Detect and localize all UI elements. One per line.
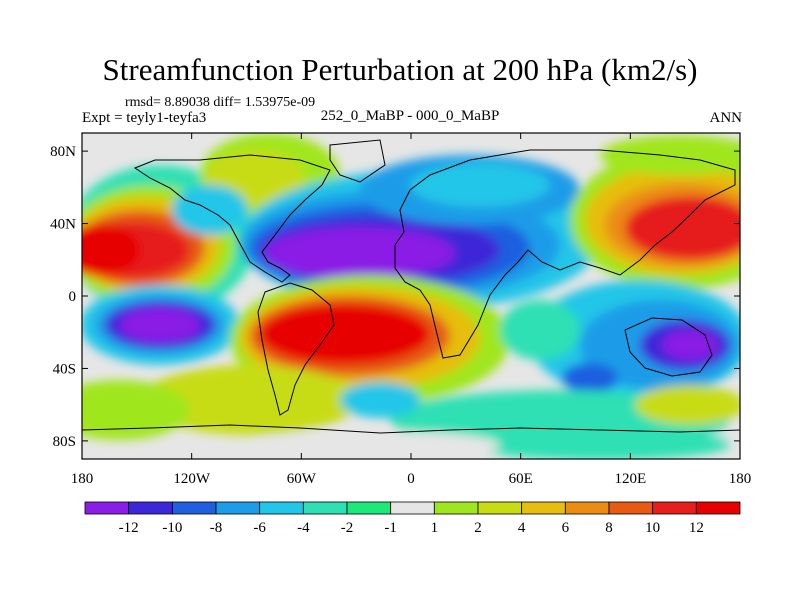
colorbar-label: -4 bbox=[297, 520, 310, 536]
lon-tick-label: 180 bbox=[71, 471, 94, 487]
colorbar-swatch bbox=[259, 501, 304, 515]
colorbar-label: -6 bbox=[253, 520, 266, 536]
north-america-coast bbox=[133, 154, 331, 283]
stats-line: rmsd= 8.89038 diff= 1.53975e-09 bbox=[125, 95, 316, 110]
colorbar-swatch bbox=[171, 501, 217, 515]
colorbar-swatch bbox=[215, 501, 261, 515]
colorbar-label: 8 bbox=[605, 520, 613, 536]
lat-tick-label: 0 bbox=[69, 289, 77, 305]
colorbar-label: -8 bbox=[210, 520, 223, 536]
colorbar-swatch bbox=[433, 501, 479, 515]
colorbar-label: -1 bbox=[384, 520, 397, 536]
colorbar-swatch bbox=[608, 501, 654, 515]
colorbar-label: 6 bbox=[562, 520, 570, 536]
colorbar-swatch bbox=[302, 501, 348, 515]
colorbar-label: -2 bbox=[341, 520, 354, 536]
lat-tick-label: 40N bbox=[50, 217, 76, 233]
lon-tick-label: 180 bbox=[729, 471, 752, 487]
lon-tick-label: 0 bbox=[407, 471, 415, 487]
colorbar-swatch bbox=[521, 501, 566, 515]
case-label: 252_0_MaBP - 000_0_MaBP bbox=[320, 108, 500, 124]
lat-tick-label: 80S bbox=[53, 434, 76, 450]
colorbar: -12 -10 -8 -6 -4 -2 -1 1 2 4 6 8 10 12 bbox=[84, 501, 741, 536]
lon-tick-label: 60E bbox=[509, 471, 533, 487]
colorbar-swatch bbox=[477, 501, 523, 515]
colorbar-label: 2 bbox=[474, 520, 482, 536]
colorbar-swatch bbox=[390, 501, 435, 515]
lat-tick-label: 40S bbox=[53, 361, 76, 377]
colorbar-label: 10 bbox=[645, 520, 660, 536]
colorbar-label: 4 bbox=[518, 520, 526, 536]
longitude-axis: 180 120W 60W 0 60E 120E 180 bbox=[71, 133, 752, 487]
lon-tick-label: 60W bbox=[287, 471, 317, 487]
australia-coast bbox=[624, 317, 713, 377]
colorbar-label: -10 bbox=[162, 520, 182, 536]
lat-tick-label: 80N bbox=[50, 144, 76, 160]
streamfunction-field bbox=[82, 133, 740, 459]
colorbar-swatch bbox=[695, 501, 741, 515]
figure-title: Streamfunction Perturbation at 200 hPa (… bbox=[102, 52, 698, 87]
season-label: ANN bbox=[709, 110, 743, 126]
colorbar-label: -12 bbox=[119, 520, 139, 536]
antarctica-coast bbox=[82, 424, 740, 434]
eurasia-africa-coast bbox=[394, 149, 736, 359]
colorbar-label: 1 bbox=[431, 520, 439, 536]
colorbar-swatch bbox=[128, 501, 173, 515]
colorbar-swatch bbox=[84, 501, 130, 515]
colorbar-label: 12 bbox=[689, 520, 704, 536]
lon-tick-label: 120W bbox=[173, 471, 211, 487]
colorbar-swatch bbox=[652, 501, 697, 515]
south-america-coast bbox=[257, 282, 335, 416]
greenland-coast bbox=[329, 139, 386, 183]
colorbar-swatch bbox=[346, 501, 392, 515]
latitude-axis: 80N 40N 0 40S 80S bbox=[50, 144, 740, 450]
colorbar-swatch bbox=[564, 501, 610, 515]
coastlines bbox=[82, 139, 740, 434]
experiment-label: Expt = teyly1-teyfa3 bbox=[82, 110, 207, 126]
lon-tick-label: 120E bbox=[614, 471, 646, 487]
